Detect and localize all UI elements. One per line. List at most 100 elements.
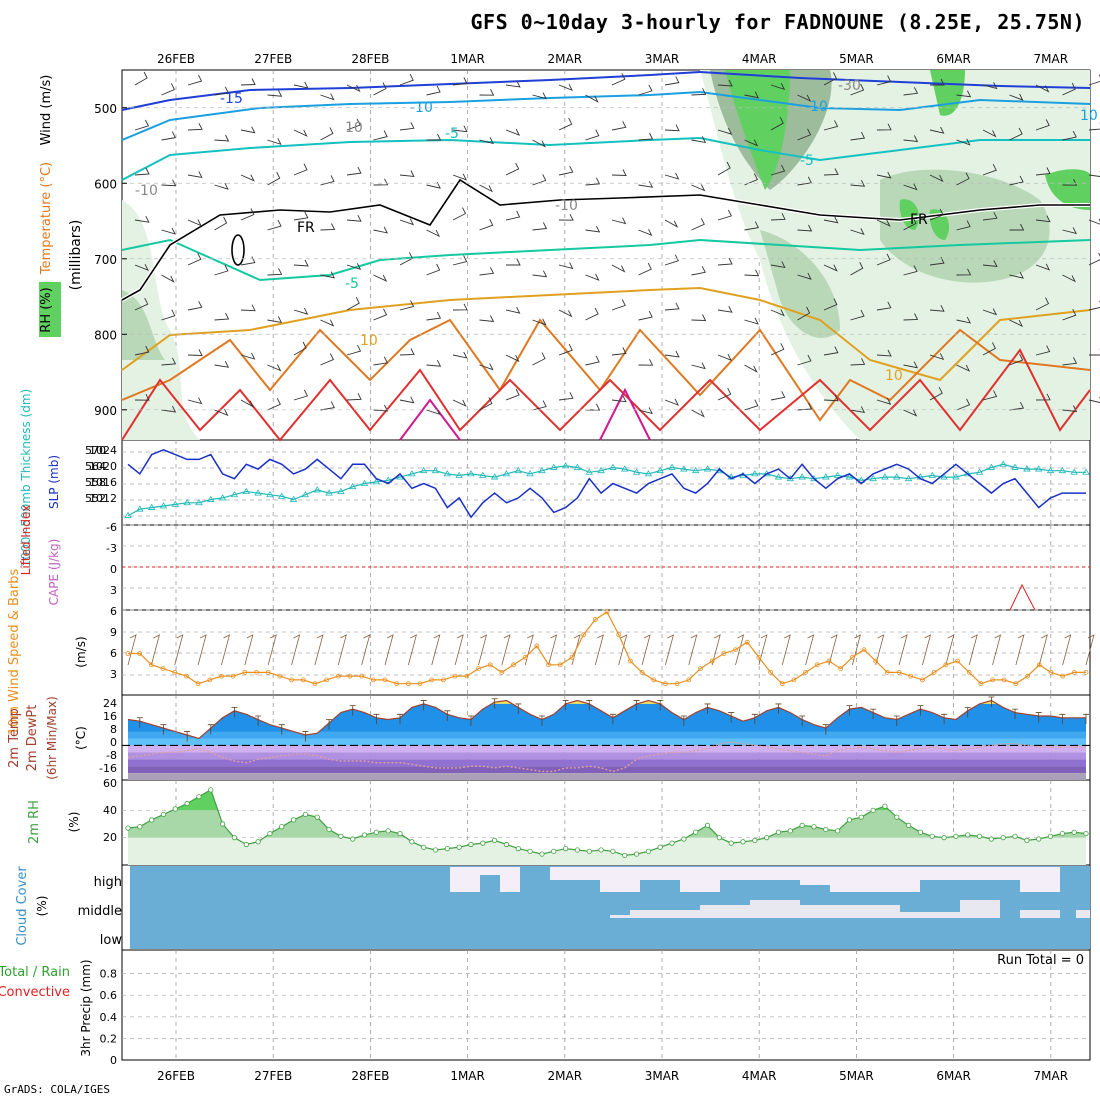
wind10-barb [711, 634, 721, 666]
wind-barb [214, 134, 230, 142]
slp-tick-label: 1024 [89, 444, 117, 457]
wind10-point [370, 677, 376, 683]
wind10-barb [828, 634, 838, 666]
wind-barb [1062, 308, 1077, 321]
thickness-point [585, 468, 593, 475]
ylabel-wind: Wind (m/s) [39, 75, 54, 146]
rh-band [128, 789, 1086, 811]
wind-barb [452, 77, 468, 86]
wind-barb [850, 358, 866, 366]
contour-label: -5 [800, 153, 814, 169]
ylabel-slp: SLP (mb) [47, 455, 61, 509]
rh2m-point [267, 830, 273, 837]
wind-barb [214, 360, 230, 368]
temp-band [128, 745, 1086, 753]
temp-contour [121, 238, 1091, 282]
panel-frame-wind [121, 609, 1091, 696]
wind-barb [638, 262, 652, 276]
temp-minmax-marker [1059, 713, 1066, 725]
rh2m-point [917, 829, 924, 835]
temp-minmax-marker [420, 700, 427, 711]
wind-barb [585, 225, 601, 233]
wind10-tick-label: 6 [110, 647, 117, 660]
wind-barb [903, 217, 917, 231]
wind-barb [320, 223, 336, 231]
wind-barb [797, 402, 813, 411]
thickness-point [869, 474, 877, 482]
rh2m-point [421, 844, 427, 850]
wind-barb [664, 124, 680, 132]
thickness-point [609, 463, 617, 470]
wind-barb [585, 355, 600, 366]
wind-barb [691, 184, 706, 192]
wind-barb [585, 177, 601, 186]
wind10-point [943, 662, 949, 668]
wind-barb [161, 83, 176, 96]
wind-barb [373, 130, 388, 141]
rh2m-line [127, 788, 1087, 857]
wind-barb [797, 176, 812, 186]
date-tick-bottom: 7MAR [1034, 1069, 1069, 1083]
dewpoint2m-line [127, 741, 1086, 773]
wind-barb [426, 359, 442, 367]
wind-barb [161, 179, 177, 187]
wind10-point [931, 669, 937, 675]
date-tick-top: 4MAR [742, 52, 777, 66]
wind-barb [240, 78, 256, 86]
wind-barb [399, 218, 415, 226]
ylabel-precip-total: Total / Rain [0, 965, 70, 980]
wind10-point [990, 677, 995, 683]
wind-barb [187, 74, 203, 86]
thickness-point [159, 502, 168, 509]
rh2m-point [243, 841, 249, 848]
pressure-tick-label: 900 [94, 404, 117, 418]
wind10-point [686, 677, 692, 683]
temp-minmax-marker [231, 706, 238, 718]
wind-barb [505, 162, 520, 176]
thickness-point [408, 470, 416, 477]
wind-barb [823, 120, 839, 131]
wind10-barb [758, 634, 768, 666]
temp-minmax-marker [326, 719, 333, 730]
wind10-barb [968, 634, 978, 666]
rh2m-point [515, 845, 521, 852]
wind10-barb [408, 634, 418, 666]
precip-tick-label: 0.6 [100, 989, 118, 1002]
precip-tick-label: 0.4 [100, 1011, 118, 1024]
thickness-point [372, 478, 381, 485]
rh2m-point [279, 824, 285, 830]
rh2m-point [503, 841, 510, 848]
thickness-point [573, 463, 582, 470]
wind10-point [1048, 669, 1054, 675]
wind10-point [195, 681, 201, 687]
wind-barb [187, 349, 203, 356]
temp-band [128, 773, 1086, 780]
wind-barb [982, 390, 998, 401]
wind-barb [903, 87, 919, 96]
rh2m-point [823, 826, 829, 833]
thickness-point [1058, 466, 1067, 474]
wind10-point [546, 662, 551, 668]
wind-barb [1062, 82, 1076, 96]
wind10-point [663, 681, 668, 687]
wind10-point [417, 681, 423, 687]
wind10-point [721, 651, 727, 656]
date-tick-bottom: 2MAR [548, 1069, 583, 1083]
wind-barb [717, 79, 733, 87]
rh2m-point [231, 835, 238, 841]
rh2m-area [128, 789, 1086, 865]
rh2m-point [669, 840, 675, 846]
wind10-point [242, 669, 248, 675]
wind-barb [1035, 393, 1051, 401]
wind-barb [532, 222, 548, 231]
wind10-point [698, 666, 703, 671]
wind-barb [452, 303, 468, 311]
temp-minmax-marker [657, 700, 664, 711]
wind-barb [346, 263, 362, 271]
wind10-point [476, 666, 481, 671]
wind-barb [558, 392, 574, 401]
cloud-clear-middle [1076, 910, 1090, 918]
temp-bands [128, 700, 1086, 780]
wind10-point [627, 658, 633, 664]
wind10-point [277, 673, 283, 679]
